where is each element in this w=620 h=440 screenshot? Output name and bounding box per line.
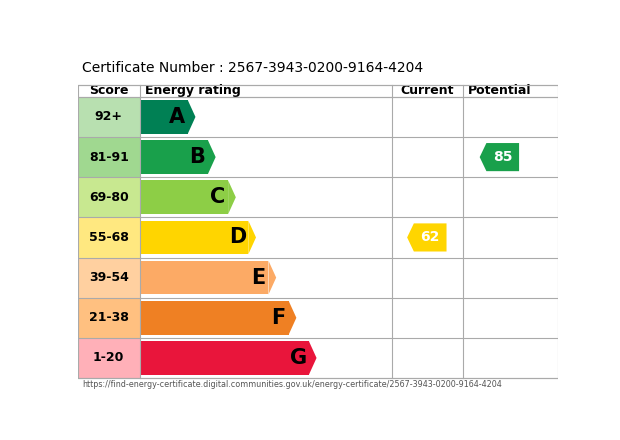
Polygon shape: [309, 341, 317, 375]
Text: 21-38: 21-38: [89, 311, 129, 324]
Text: Score: Score: [89, 84, 128, 97]
Bar: [78, 217, 140, 257]
Text: 39-54: 39-54: [89, 271, 129, 284]
Polygon shape: [208, 140, 216, 174]
Bar: [140, 301, 289, 335]
Text: B: B: [190, 147, 205, 167]
Polygon shape: [289, 301, 296, 335]
Bar: [78, 97, 140, 137]
Bar: [78, 85, 558, 378]
Polygon shape: [249, 220, 256, 254]
Text: Current: Current: [400, 84, 454, 97]
Text: 69-80: 69-80: [89, 191, 128, 204]
Polygon shape: [228, 180, 236, 214]
Bar: [78, 298, 140, 338]
Text: A: A: [169, 107, 185, 127]
Text: C: C: [210, 187, 225, 207]
Polygon shape: [480, 143, 519, 171]
Text: Certificate Number : 2567-3943-0200-9164-4204: Certificate Number : 2567-3943-0200-9164…: [82, 61, 423, 75]
Bar: [140, 140, 208, 174]
Text: Energy rating: Energy rating: [145, 84, 241, 97]
Bar: [140, 261, 268, 294]
Text: F: F: [271, 308, 285, 328]
Bar: [78, 338, 140, 378]
Bar: [78, 177, 140, 217]
Polygon shape: [268, 261, 276, 294]
Text: 92+: 92+: [95, 110, 123, 124]
Text: 1-20: 1-20: [93, 352, 125, 364]
Text: Potential: Potential: [467, 84, 531, 97]
Text: https://find-energy-certificate.digital.communities.gov.uk/energy-certificate/25: https://find-energy-certificate.digital.…: [82, 380, 502, 389]
Text: E: E: [251, 268, 265, 288]
Text: G: G: [290, 348, 307, 368]
Bar: [140, 100, 188, 134]
Polygon shape: [188, 100, 195, 134]
Polygon shape: [407, 224, 446, 252]
Bar: [140, 180, 228, 214]
Text: 55-68: 55-68: [89, 231, 129, 244]
Bar: [78, 257, 140, 298]
Bar: [140, 220, 249, 254]
Text: 81-91: 81-91: [89, 150, 129, 164]
Text: 85: 85: [493, 150, 513, 164]
Bar: [78, 137, 140, 177]
Text: 62: 62: [420, 231, 440, 245]
Bar: [140, 341, 309, 375]
Text: D: D: [229, 227, 246, 247]
